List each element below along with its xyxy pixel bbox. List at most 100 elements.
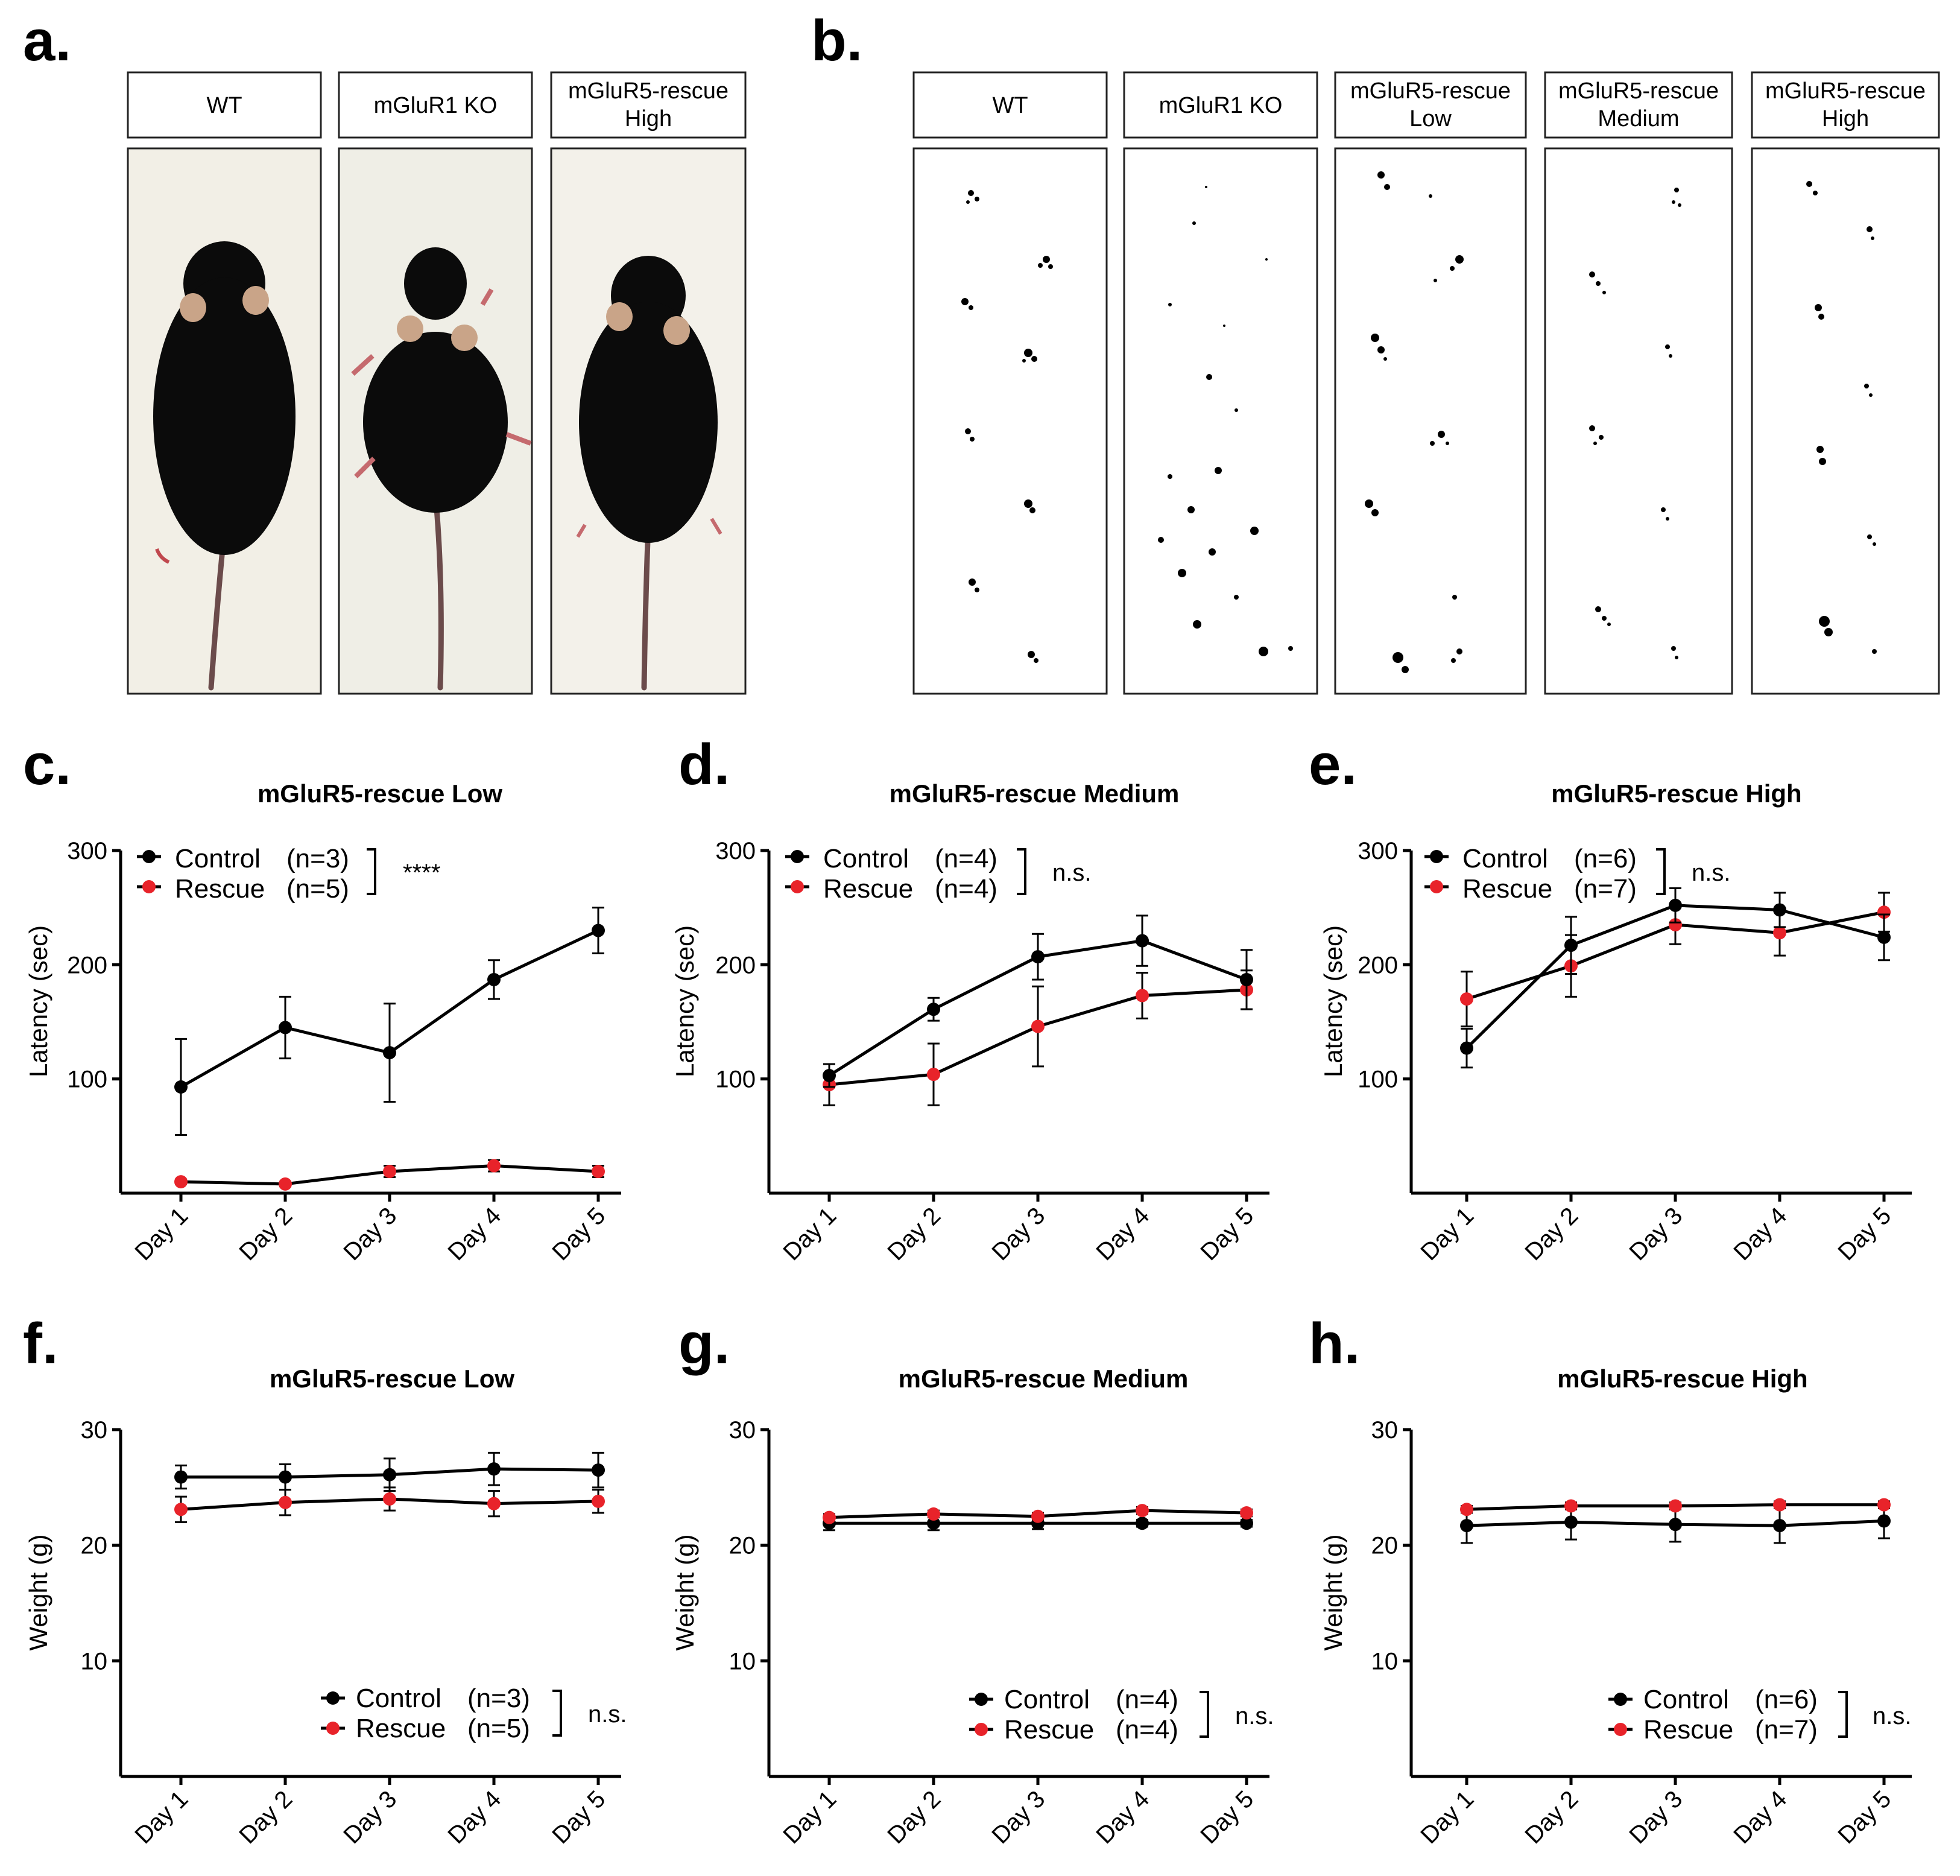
- rescue-data-point: [279, 1495, 292, 1509]
- control-data-point: [1773, 1519, 1786, 1533]
- control-data-point: [279, 1021, 292, 1035]
- rescue-data-point: [1877, 1498, 1891, 1512]
- y-axis-label: Weight (g): [671, 1535, 699, 1651]
- x-tick-label: Day 1: [130, 1786, 193, 1849]
- panel-a-label-wt: WT: [206, 93, 242, 118]
- panel-b-label-low-line1: mGluR5-rescue: [1350, 78, 1511, 104]
- rescue-data-point: [1240, 1506, 1253, 1519]
- latency-chart-high: mGluR5-rescue High Latency (sec) Control…: [1319, 779, 1912, 1266]
- x-tick-label: Day 3: [1624, 1786, 1687, 1849]
- panel-b-label-high-line1: mGluR5-rescue: [1765, 78, 1926, 104]
- rescue-data-point: [1136, 989, 1149, 1003]
- chart-title: mGluR5-rescue High: [1551, 779, 1801, 808]
- control-data-point: [1031, 950, 1045, 964]
- control-data-point: [487, 1462, 501, 1476]
- rescue-data-point: [487, 1159, 501, 1173]
- y-axis-label: Latency (sec): [24, 925, 52, 1077]
- rescue-data-point: [823, 1510, 836, 1524]
- legend-control-marker: [142, 850, 156, 863]
- chart-title: mGluR5-rescue Medium: [899, 1364, 1189, 1393]
- legend-rescue-marker: [975, 1723, 988, 1736]
- y-axis-label: Weight (g): [1319, 1535, 1347, 1651]
- legend-rescue-n: (n=5): [286, 874, 349, 904]
- panel-letter-h: h.: [1309, 1311, 1360, 1376]
- control-data-point: [927, 1516, 940, 1530]
- legend-rescue-marker: [791, 880, 804, 893]
- x-tick-label: Day 3: [338, 1786, 402, 1849]
- significance-bracket: [1656, 848, 1666, 895]
- x-tick-label: Day 5: [547, 1202, 610, 1266]
- x-tick-label: Day 2: [234, 1786, 297, 1849]
- x-tick-label: Day 1: [1415, 1786, 1479, 1849]
- control-data-point: [1564, 1515, 1578, 1529]
- x-tick-label: Day 1: [778, 1786, 841, 1849]
- significance-label: n.s.: [588, 1701, 627, 1728]
- significance-label: n.s.: [1052, 860, 1091, 886]
- control-data-point: [1773, 903, 1786, 917]
- control-data-point: [1877, 930, 1891, 944]
- control-data-point: [279, 1470, 292, 1484]
- legend-rescue-n: (n=7): [1755, 1715, 1818, 1744]
- significance-bracket: [367, 848, 376, 895]
- panel-b-label-box-medium: [1544, 71, 1733, 139]
- control-data-point: [174, 1470, 188, 1484]
- x-tick-label: Day 1: [778, 1202, 841, 1266]
- x-tick-label: Day 5: [1833, 1786, 1896, 1849]
- significance-bracket: [1838, 1691, 1848, 1738]
- panel-a-label-box-high: [550, 71, 747, 139]
- y-axis-label: Latency (sec): [1319, 925, 1347, 1077]
- legend-control-name: Control: [823, 844, 909, 873]
- control-data-point: [1460, 1041, 1473, 1055]
- control-data-point: [1564, 939, 1578, 952]
- x-tick-label: Day 1: [130, 1202, 193, 1266]
- legend-control-marker: [791, 850, 804, 863]
- panel-letter-g: g.: [678, 1311, 730, 1376]
- y-tick-label: 20: [1371, 1533, 1399, 1559]
- y-tick-label: 100: [67, 1066, 107, 1093]
- rescue-data-point: [1031, 1509, 1045, 1523]
- legend-control-name: Control: [175, 844, 261, 873]
- legend-control-marker: [1430, 850, 1443, 863]
- rescue-data-point: [592, 1494, 605, 1508]
- panel-a-label-box-wt: [127, 71, 322, 139]
- rescue-data-point: [1031, 1019, 1045, 1033]
- legend-control-name: Control: [356, 1684, 441, 1713]
- legend-rescue-name: Rescue: [1004, 1715, 1094, 1744]
- control-data-point: [823, 1068, 836, 1082]
- legend-rescue-marker: [1430, 880, 1443, 893]
- panel-a-label-high-line1: mGluR5-rescue: [568, 78, 729, 104]
- control-data-point: [383, 1046, 396, 1060]
- x-tick-label: Day 4: [1091, 1786, 1154, 1849]
- legend-control-marker: [975, 1693, 988, 1706]
- panel-b-label-low-line2: Low: [1409, 106, 1452, 132]
- panel-letter-e: e.: [1309, 732, 1357, 797]
- legend-control-n: (n=4): [1116, 1685, 1178, 1714]
- panel-b-label-wt: WT: [992, 93, 1028, 118]
- rescue-data-point: [1669, 918, 1682, 932]
- x-tick-label: Day 4: [443, 1786, 506, 1849]
- y-tick-label: 100: [715, 1066, 756, 1093]
- footprints-high: [1806, 181, 1877, 654]
- x-tick-label: Day 2: [882, 1202, 946, 1266]
- rescue-data-point: [1564, 1499, 1578, 1513]
- rescue-data-point: [1460, 992, 1473, 1006]
- y-tick-label: 200: [67, 952, 107, 978]
- x-tick-label: Day 3: [1624, 1202, 1687, 1266]
- footprints-low: [1365, 171, 1464, 673]
- latency-chart-medium: mGluR5-rescue Medium Latency (sec) Contr…: [671, 779, 1269, 1266]
- footprint-frame-high: [1751, 147, 1940, 695]
- footprint-frame-ko: [1123, 147, 1318, 695]
- footprints-medium: [1589, 188, 1681, 659]
- control-data-point: [1877, 1514, 1891, 1528]
- significance-bracket: [1200, 1691, 1209, 1738]
- control-data-point: [487, 972, 501, 986]
- x-tick-label: Day 5: [547, 1786, 610, 1849]
- weight-chart-high: mGluR5-rescue High Weight (g) Control (n…: [1319, 1364, 1912, 1849]
- rescue-data-point: [1669, 1499, 1682, 1513]
- legend-control-name: Control: [1643, 1685, 1729, 1714]
- legend-control-name: Control: [1462, 844, 1548, 873]
- rescue-data-point: [927, 1068, 940, 1082]
- legend-control-marker: [1614, 1693, 1627, 1706]
- weight-chart-low: mGluR5-rescue Low Weight (g) Control (n=…: [24, 1364, 627, 1849]
- control-data-point: [1136, 934, 1149, 948]
